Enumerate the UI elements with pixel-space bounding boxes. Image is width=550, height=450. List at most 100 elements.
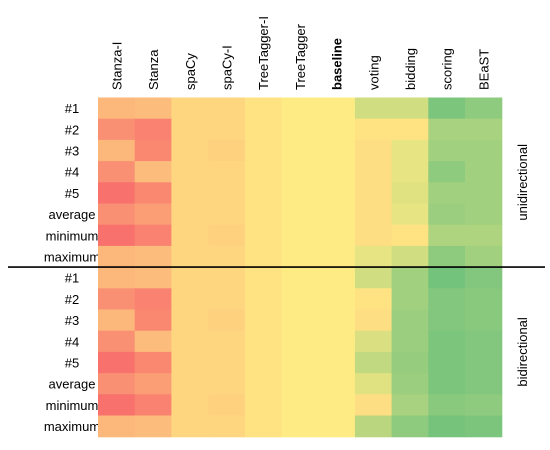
heatmap-cell <box>134 267 172 289</box>
column-header-baseline: baseline <box>330 38 345 90</box>
column-header-stanza-i: Stanza-I <box>109 42 124 90</box>
heatmap-cell <box>208 118 246 141</box>
heatmap-cell <box>465 330 503 353</box>
heatmap-cell <box>134 309 172 332</box>
heatmap-cell <box>318 182 356 205</box>
heatmap-cell <box>171 351 209 374</box>
heatmap-cell <box>134 351 172 374</box>
heatmap-cell <box>244 203 283 226</box>
heatmap-cell <box>134 330 172 353</box>
heatmap-cell <box>465 161 503 183</box>
heatmap-cell <box>244 267 283 289</box>
heatmap-cell <box>428 245 466 268</box>
heatmap-cell <box>391 139 429 162</box>
heatmap-cell <box>281 118 319 141</box>
row-label: #5 <box>65 186 79 201</box>
heatmap-cell <box>171 139 209 162</box>
heatmap-cell <box>208 309 246 332</box>
heatmap-cell <box>465 351 503 374</box>
heatmap-cell <box>428 330 466 353</box>
heatmap-cell <box>318 224 356 247</box>
heatmap-cell <box>391 373 429 395</box>
heatmap-cell <box>281 351 319 374</box>
heatmap-cell <box>171 245 209 268</box>
heatmap-cell <box>465 415 503 438</box>
heatmap-cell <box>428 97 466 120</box>
heatmap-cell <box>98 97 136 120</box>
heatmap-cell <box>244 224 283 247</box>
heatmap-cell <box>318 203 356 226</box>
heatmap-cell <box>98 394 136 417</box>
heatmap-cell <box>465 245 503 268</box>
heatmap-cell <box>354 415 393 438</box>
heatmap-cell <box>281 245 319 268</box>
row-label: #1 <box>65 101 79 116</box>
row-label: #1 <box>65 271 79 286</box>
column-header-spacy-i: spaCy-I <box>219 45 234 90</box>
heatmap-cell <box>98 182 136 205</box>
heatmap-cell <box>208 203 246 226</box>
heatmap-cell <box>244 182 283 205</box>
group-label-unidirectional: unidirectional <box>515 144 530 221</box>
heatmap-cell <box>391 288 429 311</box>
row-label: minimum <box>46 228 99 243</box>
heatmap-cell <box>428 394 466 417</box>
heatmap-cell <box>318 245 356 268</box>
heatmap-cell <box>171 330 209 353</box>
heatmap-cell <box>428 415 466 438</box>
heatmap-cell <box>244 118 283 141</box>
heatmap-cell <box>134 394 172 417</box>
heatmap-cell <box>208 182 246 205</box>
heatmap-cell <box>208 97 246 120</box>
heatmap-cell <box>281 394 319 417</box>
heatmap-cell <box>98 309 136 332</box>
heatmap-cell <box>134 245 172 268</box>
heatmap-cell <box>134 373 172 395</box>
heatmap-cell <box>244 97 283 120</box>
heatmap-cell <box>171 267 209 289</box>
heatmap-cell <box>98 161 136 183</box>
row-label: #3 <box>65 313 79 328</box>
heatmap-cell <box>208 351 246 374</box>
column-header-bidding: bidding <box>403 48 418 90</box>
heatmap-cell <box>171 373 209 395</box>
heatmap-cell <box>208 288 246 311</box>
row-label: maximum <box>44 250 100 265</box>
heatmap-cell <box>354 224 393 247</box>
heatmap-cell <box>354 139 393 162</box>
row-label: #4 <box>65 334 79 349</box>
heatmap-cell <box>281 309 319 332</box>
row-label: #5 <box>65 356 79 371</box>
heatmap-cell <box>134 288 172 311</box>
heatmap-cell <box>281 373 319 395</box>
heatmap-cell <box>354 330 393 353</box>
heatmap-cell <box>171 182 209 205</box>
heatmap-cell <box>171 97 209 120</box>
heatmap-cell <box>391 224 429 247</box>
heatmap-cell <box>354 394 393 417</box>
heatmap-cell <box>428 309 466 332</box>
row-label: #2 <box>65 122 79 137</box>
heatmap-cell <box>98 203 136 226</box>
heatmap-cell <box>98 245 136 268</box>
heatmap-cell <box>391 351 429 374</box>
row-label: maximum <box>44 419 100 434</box>
heatmap-cell <box>244 288 283 311</box>
heatmap-cell <box>391 203 429 226</box>
heatmap-cell <box>428 161 466 183</box>
heatmap-cell <box>465 267 503 289</box>
heatmap-cell <box>281 224 319 247</box>
heatmap-cell <box>98 224 136 247</box>
heatmap-cell <box>98 118 136 141</box>
heatmap-cell <box>171 203 209 226</box>
heatmap-cell <box>98 330 136 353</box>
heatmap-cell <box>244 394 283 417</box>
heatmap-cell <box>244 415 283 438</box>
heatmap-cell <box>134 203 172 226</box>
column-header-beast: BEaST <box>476 49 491 90</box>
heatmap-cell <box>391 97 429 120</box>
heatmap-cell <box>281 139 319 162</box>
heatmap-cell <box>465 288 503 311</box>
heatmap-cell <box>171 161 209 183</box>
heatmap-cell <box>318 97 356 120</box>
